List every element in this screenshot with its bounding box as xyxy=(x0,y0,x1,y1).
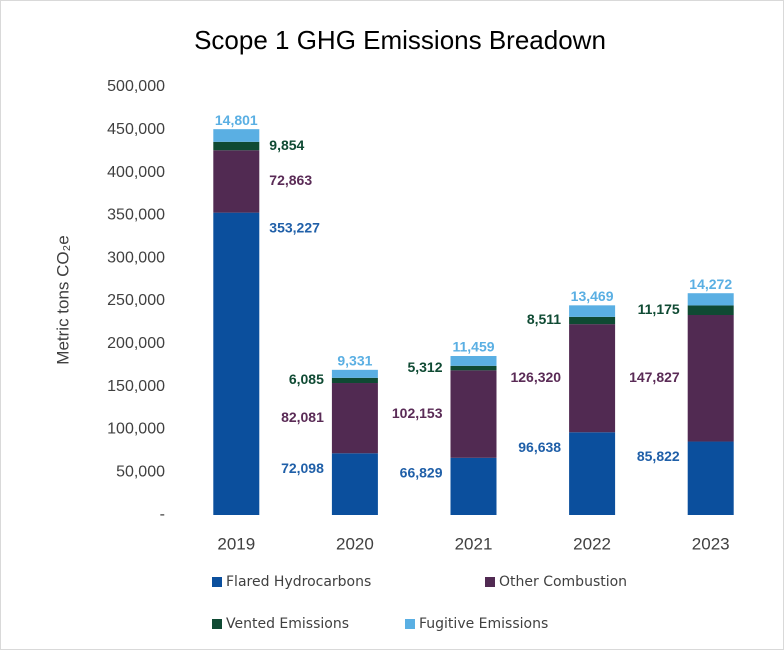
value-label: 102,153 xyxy=(392,405,443,421)
legend-label: Fugitive Emissions xyxy=(419,616,548,632)
x-tick-label: 2023 xyxy=(692,534,730,553)
bar-segment xyxy=(331,453,378,515)
y-tick-label: 500,000 xyxy=(107,78,165,95)
bar-segment xyxy=(331,377,378,384)
bar-segment xyxy=(569,316,616,325)
legend-swatch xyxy=(485,577,495,587)
bar-segment xyxy=(687,314,734,442)
legend-label: Other Combustion xyxy=(499,574,627,590)
bar-segment xyxy=(687,305,734,315)
value-label: 6,085 xyxy=(289,371,324,387)
value-label: 5,312 xyxy=(407,359,442,375)
bar-segment xyxy=(450,457,497,515)
y-tick-label: 50,000 xyxy=(116,463,165,480)
bar-segment xyxy=(687,441,734,515)
value-label: 11,175 xyxy=(638,301,680,317)
y-tick-label: 250,000 xyxy=(107,292,165,309)
bar-segment xyxy=(569,324,616,433)
bar-segment xyxy=(687,293,734,306)
y-tick-label: 150,000 xyxy=(107,378,165,395)
y-tick-label: 400,000 xyxy=(107,164,165,181)
chart-title: Scope 1 GHG Emissions Breadown xyxy=(194,25,606,55)
y-tick-label: 350,000 xyxy=(107,207,165,224)
legend-label: Vented Emissions xyxy=(226,616,349,632)
value-label: 66,829 xyxy=(400,464,443,480)
bar-segment xyxy=(331,383,378,454)
bar-segment xyxy=(213,150,260,213)
y-tick-label: 200,000 xyxy=(107,335,165,352)
x-tick-label: 2020 xyxy=(336,534,374,553)
x-tick-label: 2021 xyxy=(455,534,493,553)
value-label: 353,227 xyxy=(269,219,320,235)
legend-swatch xyxy=(212,577,222,587)
bar-segment xyxy=(213,212,260,515)
y-tick-label: - xyxy=(160,506,165,523)
legend-swatch xyxy=(405,619,415,629)
y-tick-label: 450,000 xyxy=(107,121,165,138)
bar-segment xyxy=(450,365,497,371)
value-label: 72,863 xyxy=(269,172,312,188)
value-label: 9,331 xyxy=(337,353,372,369)
bar-segment xyxy=(450,370,497,458)
y-tick-label: 100,000 xyxy=(107,421,165,438)
bar-segment xyxy=(213,141,260,151)
y-tick-label: 300,000 xyxy=(107,249,165,266)
value-label: 9,854 xyxy=(269,137,304,153)
x-tick-label: 2019 xyxy=(217,534,255,553)
value-label: 72,098 xyxy=(281,460,324,476)
value-label: 8,511 xyxy=(527,311,561,327)
value-label: 11,459 xyxy=(452,339,494,355)
bar-segment xyxy=(569,305,616,317)
legend-label: Flared Hydrocarbons xyxy=(226,574,371,590)
bar-segment xyxy=(331,369,378,378)
bar-segment xyxy=(213,129,260,142)
value-label: 96,638 xyxy=(518,439,561,455)
value-label: 126,320 xyxy=(510,369,561,385)
value-label: 14,272 xyxy=(689,276,732,292)
value-label: 82,081 xyxy=(281,409,324,425)
value-label: 13,469 xyxy=(571,288,614,304)
bar-segment xyxy=(450,355,497,366)
legend-swatch xyxy=(212,619,222,629)
bar-segment xyxy=(569,432,616,515)
value-label: 85,822 xyxy=(637,448,680,464)
value-label: 147,827 xyxy=(629,369,680,385)
y-axis-title: Metric tons CO₂e xyxy=(53,235,72,364)
value-label: 14,801 xyxy=(215,112,258,128)
x-tick-label: 2022 xyxy=(573,534,611,553)
